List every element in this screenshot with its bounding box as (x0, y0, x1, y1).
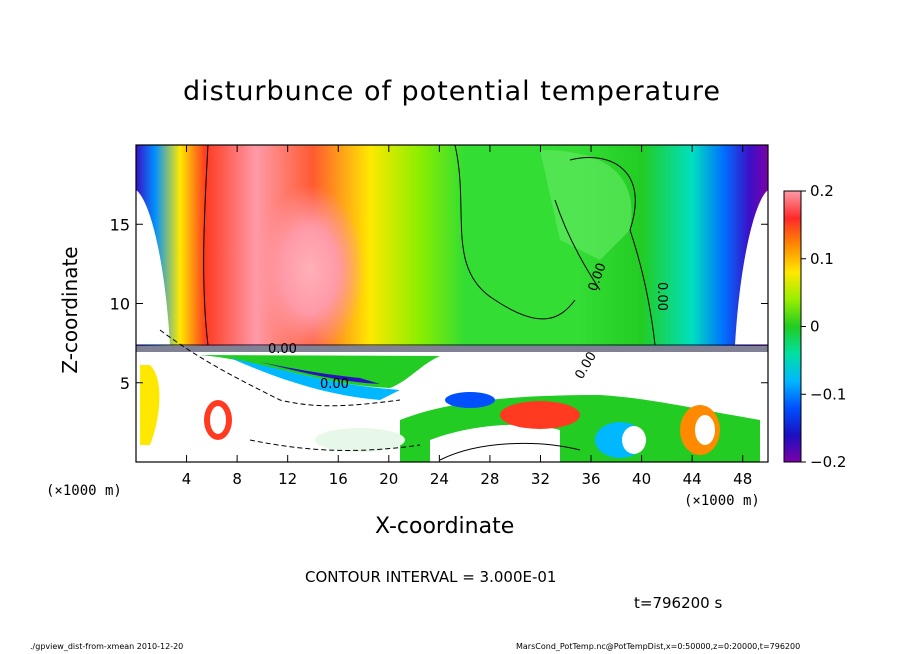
contour-label: 0.00 (320, 377, 349, 392)
x-tick-label: 32 (531, 470, 550, 488)
x-tick-label: 20 (379, 470, 398, 488)
x-tick-label: 12 (278, 470, 297, 488)
contour-label: 0.00 (268, 342, 297, 357)
x-tick-label: 44 (683, 470, 702, 488)
x-tick-label: 48 (733, 470, 752, 488)
colorbar-tick-label: −0.1 (810, 385, 846, 403)
x-tick-label: 24 (430, 470, 449, 488)
footer-command: ./gpview_dist-from-xmean 2010-12-20 (30, 642, 184, 651)
y-axis-label: Z-coordinate (58, 246, 82, 374)
colorbar-tick-label: 0.2 (810, 182, 834, 200)
colorbar-tick-label: 0.1 (810, 250, 834, 268)
x-tick-label: 40 (632, 470, 651, 488)
x-axis-label: X-coordinate (375, 514, 515, 539)
y-tick-label: 10 (110, 295, 130, 314)
x-unit-label-right: (×1000 m) (684, 493, 760, 509)
colorbar-ticks: 0.2 0.1 0 −0.1 −0.2 (801, 182, 846, 471)
colorbar-tick-label: 0 (810, 318, 820, 336)
y-axis: 5 10 15 (110, 215, 768, 393)
y-tick-label: 15 (110, 215, 130, 234)
x-unit-label-left: (×1000 m) (46, 483, 122, 499)
contour-interval-label: CONTOUR INTERVAL = 3.000E-01 (305, 568, 557, 586)
chart-title: disturbunce of potential temperature (183, 76, 721, 107)
contour-label: 0.00 (654, 282, 669, 311)
x-axis: 4 8 12 16 20 24 28 32 36 40 44 48 (182, 145, 752, 488)
y-tick-label: 5 (120, 374, 130, 393)
x-tick-label: 4 (182, 470, 192, 488)
x-tick-label: 28 (480, 470, 499, 488)
x-tick-label: 8 (232, 470, 242, 488)
colorbar-tick-label: −0.2 (810, 453, 846, 471)
x-tick-label: 16 (329, 470, 348, 488)
time-label: t=796200 s (634, 594, 723, 612)
footer-source: MarsCond_PotTemp.nc@PotTempDist,x=0:5000… (516, 642, 801, 651)
x-tick-label: 36 (581, 470, 600, 488)
colorbar (783, 190, 802, 463)
heatmap-field (136, 145, 768, 462)
